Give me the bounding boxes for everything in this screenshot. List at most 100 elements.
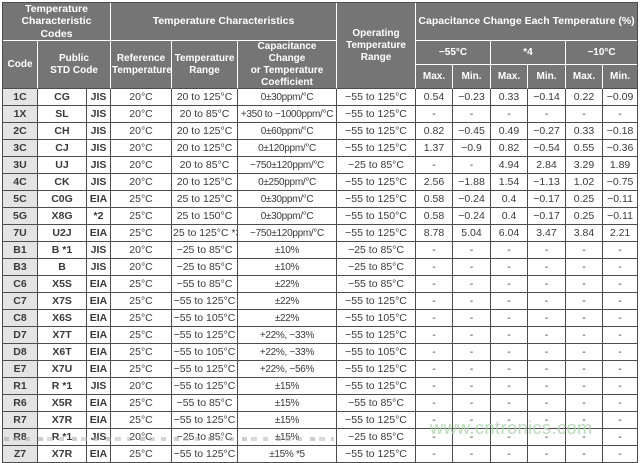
cell-code: Z7 [3, 446, 38, 463]
cell-std-org: JIS [87, 106, 111, 124]
cell-star4-max: - [491, 395, 529, 413]
cell-minus10-min: - [603, 395, 638, 413]
cell-capacitance-change-coefficient: 0±60ppm/°C [238, 123, 338, 141]
cell-code: 1X [3, 106, 38, 124]
cell-std-org: EIA [87, 446, 111, 463]
clipped-footnote-text [4, 437, 334, 441]
header-max-minus55: Max. [416, 65, 454, 90]
cell-operating-range: −55 to 125°C [337, 361, 417, 379]
cell-star4-max: 0.33 [491, 89, 529, 107]
cell-star4-max: - [491, 446, 529, 463]
cell-code: C6 [3, 276, 38, 294]
cell-operating-range: −25 to 85°C [337, 429, 417, 447]
header-temperature-characteristics: Temperature Characteristics [111, 3, 338, 42]
table-row: 7U U2J EIA 25°C 25 to 125°C *3 −750±120ppm/°C… [3, 225, 638, 243]
cell-temperature-range: −55 to 125°C [172, 412, 238, 430]
table-row: R6 X5R EIA 25°C −55 to 85°C ±15% −55 to 85°C - -… [3, 395, 638, 413]
header-reference-temperature: Reference Temperature [111, 41, 172, 90]
table-row: 1C CG JIS 20°C 20 to 125°C 0±30ppm/°C −55 to 1… [3, 89, 638, 107]
cell-minus55-min: - [453, 446, 492, 463]
cell-reference-temperature: 20°C [111, 378, 172, 396]
cell-reference-temperature: 25°C [111, 225, 172, 243]
cell-public-std-code: CK [38, 174, 87, 192]
cell-minus55-max: 0.54 [416, 89, 454, 107]
cell-std-org: JIS [87, 89, 111, 107]
cell-minus10-min: −0.18 [603, 123, 638, 141]
cell-operating-range: −55 to 150°C [337, 208, 417, 226]
cell-capacitance-change-coefficient: ±22% [238, 293, 338, 311]
cell-minus10-max: 3.29 [566, 157, 604, 175]
cell-minus55-max: - [416, 446, 454, 463]
cell-minus55-max: 8.78 [416, 225, 454, 243]
cell-minus10-max: - [566, 429, 604, 447]
cell-star4-max: - [491, 378, 529, 396]
cell-star4-min: - [528, 429, 567, 447]
cell-minus55-min: - [453, 327, 492, 345]
cell-public-std-code: X7U [38, 361, 87, 379]
table-row: C7 X7S EIA 25°C −55 to 125°C ±22% −55 to 125°C… [3, 293, 638, 311]
cell-public-std-code: U2J [38, 225, 87, 243]
cell-operating-range: −55 to 125°C [337, 123, 417, 141]
cell-operating-range: −55 to 85°C [337, 276, 417, 294]
cell-minus10-min: - [603, 293, 638, 311]
cell-minus10-max: 0.22 [566, 89, 604, 107]
table-row: R1 R *1 JIS 20°C −55 to 125°C ±15% −55 to 125°… [3, 378, 638, 396]
cell-public-std-code: CG [38, 89, 87, 107]
cell-reference-temperature: 25°C [111, 412, 172, 430]
cell-public-std-code: X5R [38, 395, 87, 413]
cell-minus10-max: - [566, 446, 604, 463]
cell-minus55-min: −0.24 [453, 191, 492, 209]
cell-reference-temperature: 20°C [111, 123, 172, 141]
cell-code: R7 [3, 412, 38, 430]
cell-minus10-min: −0.11 [603, 191, 638, 209]
cell-minus10-min: - [603, 378, 638, 396]
cell-minus55-min: −0.24 [453, 208, 492, 226]
cell-public-std-code: X7S [38, 293, 87, 311]
cell-minus10-max: 1.02 [566, 174, 604, 192]
cell-temperature-range: 20 to 125°C [172, 123, 238, 141]
cell-minus55-min: −0.45 [453, 123, 492, 141]
cell-reference-temperature: 25°C [111, 344, 172, 362]
header-minus-55c: −55°C [416, 41, 492, 66]
cell-minus10-max: 0.25 [566, 191, 604, 209]
cell-star4-min: −0.17 [528, 208, 567, 226]
cell-minus10-max: - [566, 378, 604, 396]
cell-minus10-min: - [603, 327, 638, 345]
cell-star4-max: 1.54 [491, 174, 529, 192]
cell-public-std-code: X5S [38, 276, 87, 294]
table-body: 1C CG JIS 20°C 20 to 125°C 0±30ppm/°C −55 to 1… [3, 89, 638, 463]
cell-reference-temperature: 20°C [111, 140, 172, 158]
cell-std-org: JIS [87, 259, 111, 277]
cell-minus55-min: - [453, 429, 492, 447]
cell-temperature-range: −55 to 125°C [172, 327, 238, 345]
cell-reference-temperature: 25°C [111, 208, 172, 226]
cell-operating-range: −55 to 125°C [337, 174, 417, 192]
cell-minus55-min: - [453, 276, 492, 294]
cell-operating-range: −25 to 85°C [337, 242, 417, 260]
cell-std-org: EIA [87, 361, 111, 379]
cell-capacitance-change-coefficient: +22%, −56% [238, 361, 338, 379]
cell-star4-max: - [491, 310, 529, 328]
cell-minus55-min: - [453, 293, 492, 311]
cell-minus55-max: - [416, 378, 454, 396]
cell-capacitance-change-coefficient: 0±120ppm/°C [238, 140, 338, 158]
cell-star4-min: - [528, 106, 567, 124]
cell-operating-range: −55 to 125°C [337, 106, 417, 124]
cell-capacitance-change-coefficient: +22%, −33% [238, 344, 338, 362]
cell-reference-temperature: 20°C [111, 259, 172, 277]
cell-capacitance-change-coefficient: ±15% [238, 378, 338, 396]
cell-star4-min: −0.17 [528, 191, 567, 209]
cell-star4-max: - [491, 276, 529, 294]
cell-star4-min: - [528, 259, 567, 277]
cell-code: 2C [3, 123, 38, 141]
cell-capacitance-change-coefficient: −750±120ppm/°C [238, 225, 338, 243]
cell-temperature-range: −55 to 85°C [172, 276, 238, 294]
header-max-star4: Max. [491, 65, 529, 90]
cell-star4-max: 0.49 [491, 123, 529, 141]
cell-minus55-min: - [453, 310, 492, 328]
cell-star4-min: 2.84 [528, 157, 567, 175]
cell-star4-max: - [491, 412, 529, 430]
cell-minus55-min: −1.88 [453, 174, 492, 192]
cell-code: B1 [3, 242, 38, 260]
header-capacitance-change-each-temperature: Capacitance Change Each Temperature (%) [416, 3, 638, 42]
